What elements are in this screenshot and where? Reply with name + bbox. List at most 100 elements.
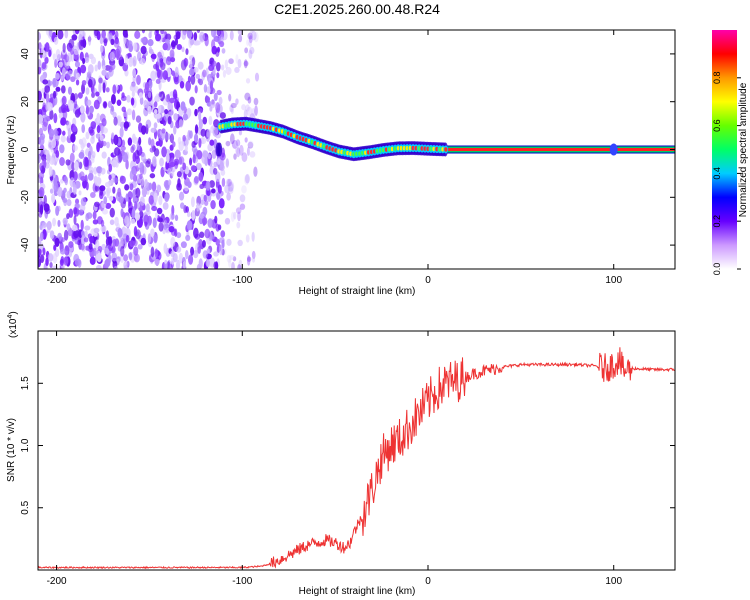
heatmap-noise-cell: [155, 141, 161, 147]
snr-scale-prefix: (x10: [8, 318, 19, 338]
heatmap-noise-cell: [101, 151, 107, 159]
heatmap-noise-cell: [200, 128, 206, 137]
heatmap-noise-cell: [125, 159, 129, 170]
heatmap-noise-cell: [155, 113, 162, 119]
heatmap-noise-cell: [241, 104, 247, 111]
heatmap-noise-cell: [86, 99, 92, 106]
heatmap-noise-cell: [128, 196, 132, 207]
heatmap-noise-cell: [239, 194, 246, 203]
heatmap-noise-cell: [187, 75, 191, 83]
heatmap-noise-cell: [126, 94, 131, 103]
heatmap-noise-cell: [43, 158, 47, 169]
heatmap-noise-cell: [71, 34, 78, 41]
heatmap-noise-cell: [133, 42, 138, 52]
heatmap-noise-cell: [59, 248, 66, 255]
heatmap-noise-cell: [234, 66, 240, 74]
heatmap-noise-cell: [150, 70, 157, 82]
heatmap-noise-cell: [233, 153, 237, 160]
heatmap-noise-cell: [165, 94, 170, 103]
heatmap-noise-cell: [231, 140, 238, 149]
heatmap-noise-cell: [246, 255, 251, 266]
heatmap-noise-cell: [193, 66, 199, 73]
heatmap-noise-cell: [48, 128, 55, 138]
heatmap-noise-cell: [244, 92, 251, 101]
heatmap-noise-cell: [52, 90, 57, 99]
heatmap-noise-cell: [118, 152, 123, 163]
heatmap-noise-cell: [128, 56, 134, 68]
heatmap-noise-cell: [157, 105, 162, 114]
heatmap-x-tick-label: 0: [425, 275, 431, 286]
heatmap-noise-cell: [153, 122, 158, 129]
heatmap-noise-cell: [74, 30, 80, 35]
heatmap-noise-cell: [103, 101, 107, 108]
heatmap-noise-cell: [208, 64, 215, 72]
heatmap-noise-cell: [238, 34, 243, 43]
heatmap-noise-cell: [193, 133, 199, 144]
snr-x-tick-label: 0: [425, 576, 431, 587]
heatmap-noise-cell: [196, 263, 202, 269]
heatmap-noise-cell: [178, 191, 185, 201]
heatmap-noise-cell: [73, 215, 77, 225]
heatmap-noise-cell: [217, 224, 222, 231]
heatmap-noise-cell: [170, 57, 176, 63]
heatmap-noise-cell: [187, 181, 192, 188]
heatmap-noise-cell: [147, 38, 154, 47]
heatmap-noise-cell: [85, 87, 90, 95]
heatmap-noise-cell: [132, 55, 137, 67]
heatmap-noise-cell: [105, 202, 112, 210]
heatmap-noise-cell: [189, 60, 193, 69]
heatmap-noise-cell: [133, 239, 138, 247]
heatmap-carrier-band: [437, 143, 675, 156]
heatmap-noise-cell: [153, 192, 158, 203]
heatmap-noise-cell: [99, 113, 106, 123]
heatmap-noise-cell: [153, 109, 158, 115]
heatmap-noise-cell: [55, 149, 60, 158]
heatmap-noise-cell: [195, 73, 201, 79]
heatmap-noise-cell: [173, 125, 177, 135]
heatmap-noise-cell: [217, 184, 222, 194]
heatmap-noise-cell: [235, 145, 240, 155]
heatmap-noise-cell: [229, 133, 235, 145]
heatmap-noise-cell: [136, 74, 141, 86]
snr-y-tick-label: 1.5: [20, 376, 31, 390]
heatmap-noise-cell: [132, 152, 137, 163]
heatmap-noise-cell: [63, 256, 69, 266]
heatmap-noise-cell: [156, 68, 161, 78]
heatmap-noise-cell: [243, 59, 248, 69]
heatmap-noise-cell: [131, 167, 137, 174]
heatmap-noise-cell: [199, 213, 205, 219]
colorbar-tick-label: 0.0: [712, 263, 722, 276]
heatmap-noise-cell: [93, 166, 98, 175]
heatmap-noise-cell: [39, 231, 44, 242]
snr-x-tick-label: 100: [605, 576, 622, 587]
heatmap-noise-cell: [219, 40, 225, 48]
heatmap-noise-cell: [147, 233, 152, 244]
heatmap-noise-cell: [62, 197, 68, 203]
heatmap-noise-cell: [208, 234, 215, 241]
heatmap-noise-cell: [218, 96, 223, 105]
snr-x-tick-label: -200: [47, 576, 67, 587]
heatmap-noise-cell: [143, 87, 150, 95]
heatmap-noise-cell: [153, 258, 160, 266]
colorbar-ticks: 0.0 0.2 0.4 0.6 0.8: [712, 72, 741, 276]
heatmap-noise-cell: [207, 218, 213, 228]
heatmap-noise-cell: [110, 105, 114, 112]
heatmap-noise-cell: [182, 113, 188, 121]
heatmap-noise-cell: [207, 153, 212, 160]
heatmap-noise-cell: [128, 43, 134, 53]
heatmap-noise-cell: [48, 49, 52, 57]
heatmap-noise-cell: [113, 116, 118, 126]
heatmap-noise-cell: [84, 57, 90, 64]
heatmap-noise-cell: [195, 162, 202, 171]
heatmap-noise-cell: [93, 99, 100, 110]
heatmap-noise-cell: [201, 153, 208, 165]
heatmap-noise-cell: [134, 201, 138, 210]
heatmap-noise-cell: [85, 213, 90, 222]
heatmap-noise-cell: [139, 173, 143, 180]
heatmap-noise-cell: [107, 100, 113, 109]
heatmap-noise-cell: [47, 139, 53, 151]
heatmap-noise-cell: [164, 132, 171, 141]
heatmap-noise-cell: [178, 156, 185, 165]
heatmap-noise-cell: [204, 36, 209, 47]
heatmap-noise-cell: [38, 127, 44, 136]
